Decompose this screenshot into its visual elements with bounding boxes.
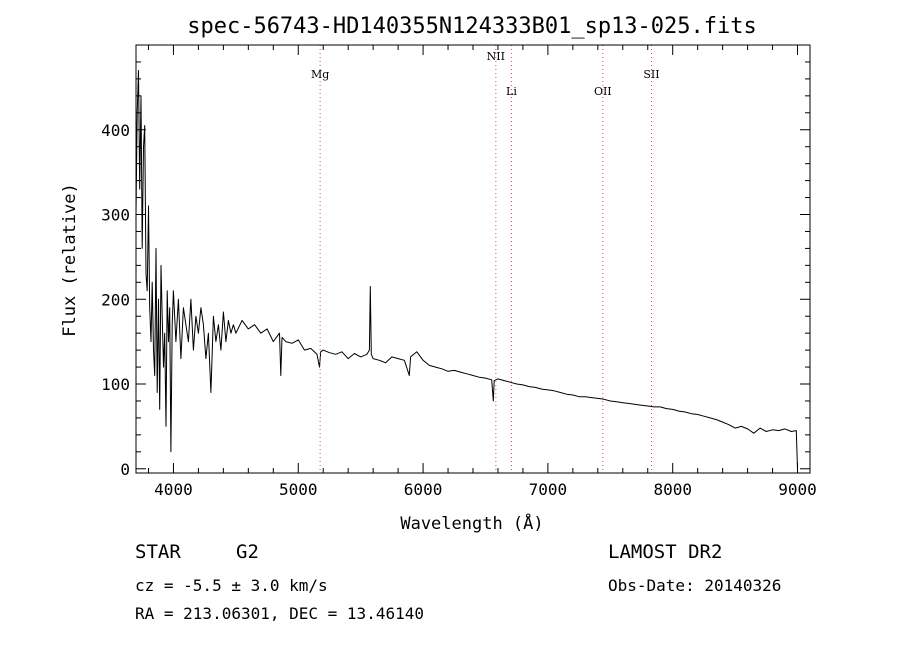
- survey-name: LAMOST DR2: [608, 541, 723, 563]
- line-label-mg: Mg: [311, 68, 329, 81]
- spectral-line-markers: Mg NII Li OII SII: [311, 45, 660, 473]
- plot-area: [135, 69, 798, 469]
- redshift-cz: cz = -5.5 ± 3.0 km/s: [135, 576, 328, 595]
- object-class: STAR: [135, 541, 181, 563]
- y-tick-label-100: 100: [101, 375, 130, 394]
- plot-frame: [135, 44, 811, 474]
- y-tick-label-300: 300: [101, 206, 130, 225]
- line-label-oii: OII: [594, 85, 612, 98]
- x-tick-label-4000: 4000: [154, 480, 193, 499]
- line-label-li: Li: [506, 85, 517, 98]
- line-label-nii: NII: [487, 50, 505, 63]
- line-label-sii: SII: [643, 68, 659, 81]
- y-axis-label: Flux (relative): [60, 183, 80, 337]
- x-tick-label-7000: 7000: [529, 480, 568, 499]
- x-tick-label-6000: 6000: [404, 480, 443, 499]
- coordinates: RA = 213.06301, DEC = 13.46140: [135, 604, 424, 623]
- y-tick-label-0: 0: [120, 460, 130, 479]
- y-tick-label-400: 400: [101, 121, 130, 140]
- x-tick-label-5000: 5000: [279, 480, 318, 499]
- chart-title: spec-56743-HD140355N124333B01_sp13-025.f…: [187, 14, 757, 39]
- x-tick-label-8000: 8000: [653, 480, 692, 499]
- object-subclass: G2: [236, 541, 259, 563]
- axes: 4000 5000 6000 7000 8000 9000 0 100 200 300 400: [101, 44, 817, 499]
- observation-date: Obs-Date: 20140326: [608, 576, 782, 595]
- x-axis-label: Wavelength (Å): [400, 512, 543, 534]
- x-tick-label-9000: 9000: [778, 480, 817, 499]
- y-tick-label-200: 200: [101, 290, 130, 309]
- spectrum-series-0: [135, 69, 798, 469]
